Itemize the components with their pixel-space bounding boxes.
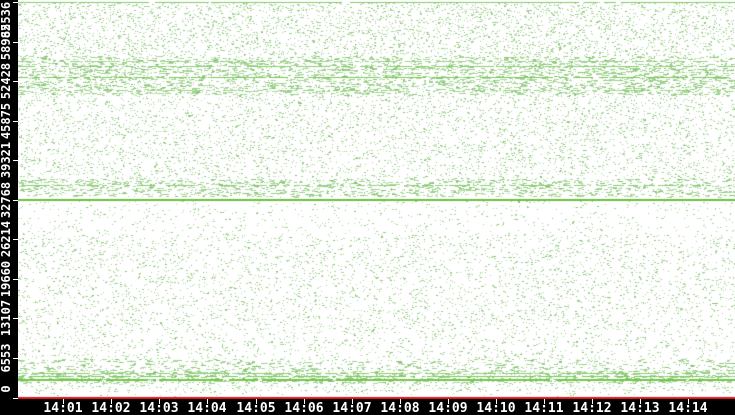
x-axis-tick <box>688 399 689 404</box>
x-axis-tick <box>256 399 257 404</box>
x-axis-label: 14:03 <box>139 401 179 415</box>
x-axis-tick <box>640 399 641 404</box>
y-axis-label: 0 <box>0 385 13 393</box>
x-axis-tick <box>207 399 208 404</box>
y-axis-tick <box>13 358 18 359</box>
y-axis-tick <box>13 81 18 82</box>
y-axis: 0 6553 13107 19660 26214 32768 39321 45875 52428… <box>0 0 18 415</box>
y-axis-label: 39321 <box>0 142 13 179</box>
x-axis-label: 14:11 <box>524 401 564 415</box>
y-axis-tick <box>13 239 18 240</box>
y-axis-label: 65536 <box>0 1 13 39</box>
y-axis-label: 52428 <box>0 63 13 100</box>
y-axis-label: 26214 <box>0 221 13 258</box>
x-axis-label: 14:12 <box>572 401 612 415</box>
x-axis-tick <box>448 399 449 404</box>
x-axis-tick <box>111 399 112 404</box>
x-axis-label: 14:01 <box>43 401 83 415</box>
x-axis-tick <box>400 399 401 404</box>
x-axis-label: 14:10 <box>476 401 516 415</box>
x-axis-tick <box>592 399 593 404</box>
y-axis-label: 13107 <box>0 300 13 337</box>
x-axis-label: 14:02 <box>91 401 131 415</box>
y-axis-tick <box>13 398 18 399</box>
scatter-plot-area <box>18 0 735 399</box>
x-axis-label: 14:07 <box>332 401 372 415</box>
x-axis-label: 14:09 <box>428 401 468 415</box>
x-axis-label: 14:04 <box>187 401 227 415</box>
x-axis-label: 14:08 <box>380 401 420 415</box>
y-axis-label: 6553 <box>0 343 13 373</box>
y-axis-tick <box>13 42 18 43</box>
x-axis-tick <box>304 399 305 404</box>
x-axis-label: 14:14 <box>668 401 708 415</box>
y-axis-tick <box>13 121 18 122</box>
x-axis-tick <box>63 399 64 404</box>
y-axis-tick <box>13 318 18 319</box>
y-axis-tick <box>13 200 18 201</box>
x-axis-label: 14:06 <box>284 401 324 415</box>
y-axis-label: 45875 <box>0 102 13 139</box>
y-axis-tick <box>13 160 18 161</box>
x-axis-tick <box>496 399 497 404</box>
x-axis-label: 14:13 <box>620 401 660 415</box>
x-axis-tick <box>544 399 545 404</box>
y-axis-tick <box>13 279 18 280</box>
y-axis-label: 32768 <box>0 181 13 218</box>
x-axis-tick <box>352 399 353 404</box>
x-axis: 14:01 14:02 14:03 14:04 14:05 14:06 14:07 14:08… <box>0 399 735 415</box>
y-axis-tick <box>13 2 18 3</box>
x-axis-tick <box>159 399 160 404</box>
x-axis-label: 14:05 <box>236 401 276 415</box>
y-axis-label: 19660 <box>0 260 13 297</box>
